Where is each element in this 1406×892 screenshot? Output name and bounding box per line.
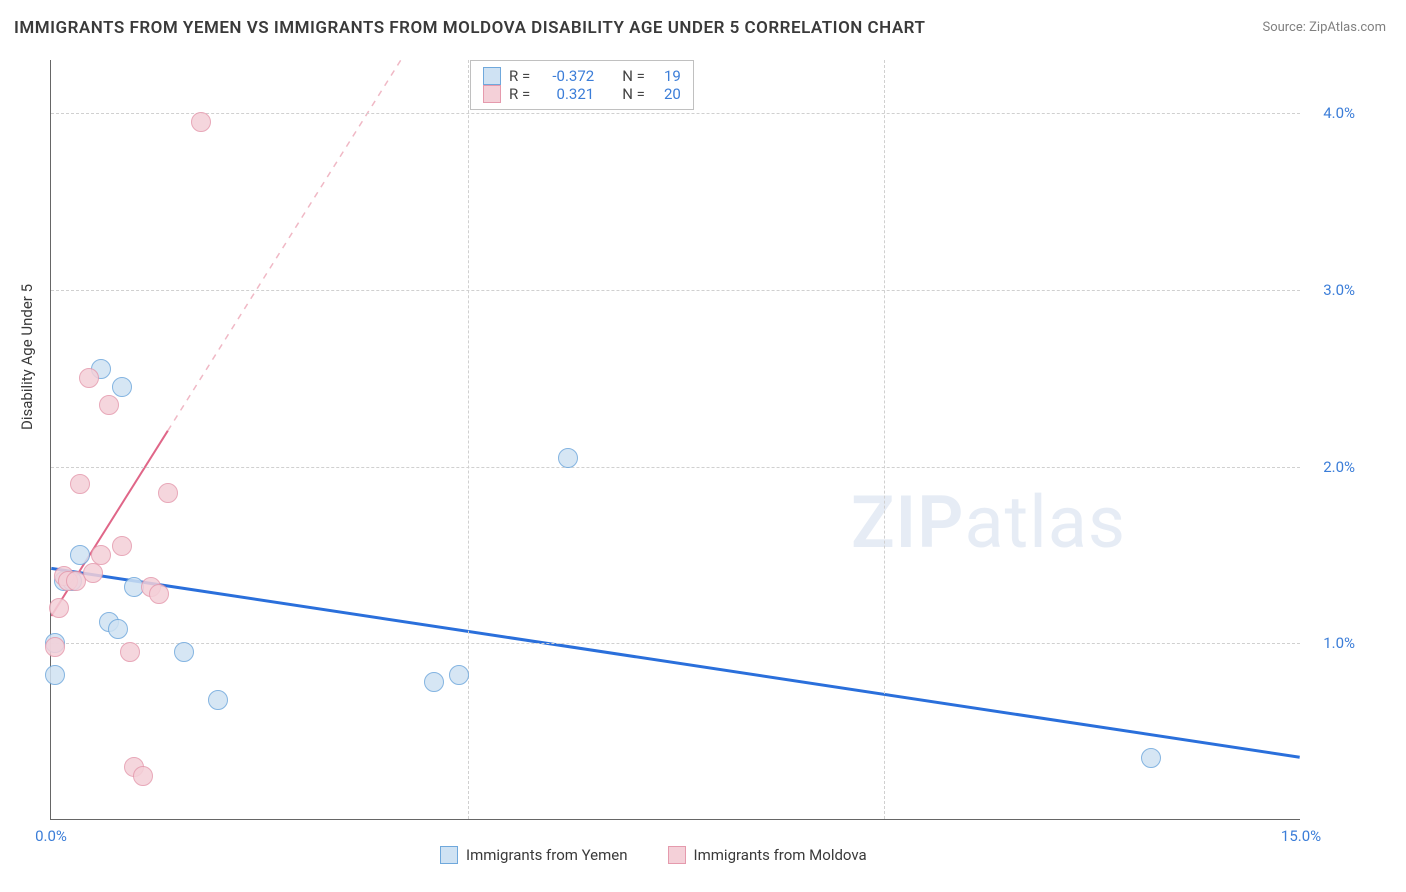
gridline-horizontal bbox=[51, 113, 1300, 114]
y-tick-label: 1.0% bbox=[1305, 634, 1355, 652]
series-legend: Immigrants from Yemen Immigrants from Mo… bbox=[440, 846, 867, 864]
scatter-point bbox=[70, 545, 90, 565]
scatter-point bbox=[191, 112, 211, 132]
scatter-point bbox=[208, 690, 228, 710]
scatter-point bbox=[558, 448, 578, 468]
chart-title: IMMIGRANTS FROM YEMEN VS IMMIGRANTS FROM… bbox=[14, 18, 925, 38]
legend-row: R = 0.321 N = 20 bbox=[483, 85, 681, 103]
chart-svg-layer bbox=[51, 60, 1300, 819]
series-label: Immigrants from Moldova bbox=[694, 846, 867, 864]
r-value: -0.372 bbox=[538, 67, 594, 85]
scatter-point bbox=[45, 665, 65, 685]
x-tick-label: 15.0% bbox=[1281, 827, 1321, 845]
scatter-point bbox=[149, 584, 169, 604]
scatter-point bbox=[45, 637, 65, 657]
gridline-horizontal bbox=[51, 643, 1300, 644]
legend-swatch bbox=[440, 846, 458, 864]
source-attribution: Source: ZipAtlas.com bbox=[1262, 20, 1386, 35]
x-tick-label: 0.0% bbox=[35, 827, 67, 845]
scatter-point bbox=[120, 642, 140, 662]
chart-plot-area: ZIPatlas 1.0%2.0%3.0%4.0%0.0%15.0% bbox=[50, 60, 1300, 820]
trend-line bbox=[168, 60, 451, 431]
scatter-point bbox=[133, 766, 153, 786]
trend-line bbox=[51, 568, 1299, 757]
r-label: R = bbox=[509, 67, 530, 85]
scatter-point bbox=[91, 545, 111, 565]
n-value: 20 bbox=[653, 85, 681, 103]
scatter-point bbox=[83, 563, 103, 583]
scatter-point bbox=[70, 474, 90, 494]
series-legend-item: Immigrants from Yemen bbox=[440, 846, 628, 864]
gridline-vertical bbox=[884, 60, 885, 819]
y-tick-label: 4.0% bbox=[1305, 104, 1355, 122]
scatter-point bbox=[108, 619, 128, 639]
scatter-point bbox=[99, 395, 119, 415]
gridline-horizontal bbox=[51, 467, 1300, 468]
y-tick-label: 2.0% bbox=[1305, 458, 1355, 476]
legend-swatch bbox=[483, 67, 501, 85]
r-label: R = bbox=[509, 85, 530, 103]
r-value: 0.321 bbox=[538, 85, 594, 103]
legend-row: R = -0.372 N = 19 bbox=[483, 67, 681, 85]
scatter-point bbox=[112, 536, 132, 556]
scatter-point bbox=[49, 598, 69, 618]
n-label: N = bbox=[622, 85, 645, 103]
gridline-vertical bbox=[468, 60, 469, 819]
legend-swatch bbox=[668, 846, 686, 864]
scatter-point bbox=[112, 377, 132, 397]
watermark: ZIPatlas bbox=[851, 480, 1126, 565]
series-legend-item: Immigrants from Moldova bbox=[668, 846, 867, 864]
scatter-point bbox=[1141, 748, 1161, 768]
n-value: 19 bbox=[653, 67, 681, 85]
scatter-point bbox=[424, 672, 444, 692]
y-axis-label: Disability Age Under 5 bbox=[18, 284, 36, 430]
scatter-point bbox=[79, 368, 99, 388]
y-tick-label: 3.0% bbox=[1305, 281, 1355, 299]
correlation-legend: R = -0.372 N = 19 R = 0.321 N = 20 bbox=[470, 60, 694, 110]
scatter-point bbox=[174, 642, 194, 662]
series-label: Immigrants from Yemen bbox=[466, 846, 628, 864]
scatter-point bbox=[449, 665, 469, 685]
gridline-horizontal bbox=[51, 290, 1300, 291]
legend-swatch bbox=[483, 85, 501, 103]
scatter-point bbox=[158, 483, 178, 503]
n-label: N = bbox=[622, 67, 645, 85]
